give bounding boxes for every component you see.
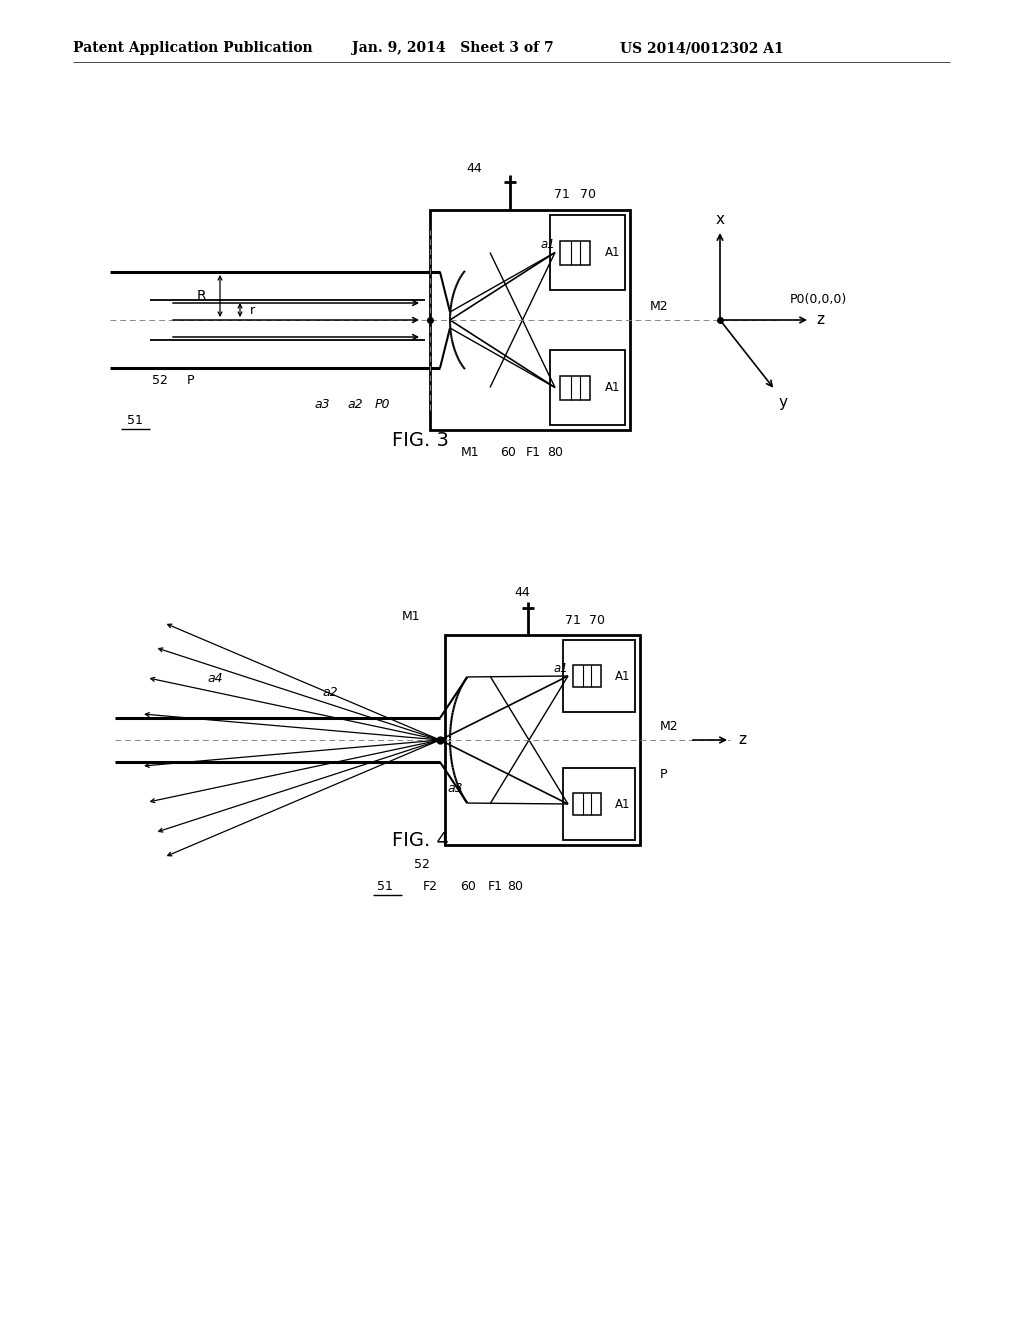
Text: Jan. 9, 2014   Sheet 3 of 7: Jan. 9, 2014 Sheet 3 of 7 [352,41,554,55]
Text: A1: A1 [605,246,621,259]
Text: 71: 71 [554,189,570,202]
Text: F2: F2 [423,880,437,894]
Text: 51: 51 [127,413,143,426]
Text: 52: 52 [414,858,430,871]
Text: a1: a1 [553,661,568,675]
Text: 60: 60 [460,880,476,894]
Bar [430,210,630,430]
Text: A1: A1 [615,669,631,682]
Text: A1: A1 [615,797,631,810]
Text: US 2014/0012302 A1: US 2014/0012302 A1 [620,41,783,55]
Text: M1: M1 [401,610,420,623]
Text: R: R [197,289,206,304]
Bar [550,215,625,290]
Text: FIG. 3: FIG. 3 [391,430,449,450]
Text: a2: a2 [347,399,362,412]
Text: a4: a4 [207,672,223,685]
Bar [563,640,635,711]
Text: FIG. 4: FIG. 4 [391,830,449,850]
Text: 44: 44 [515,586,530,599]
Text: a1: a1 [541,238,555,251]
Bar [573,665,601,686]
Text: F1: F1 [525,446,541,458]
Text: P: P [660,768,668,781]
Bar [445,635,640,845]
Text: M2: M2 [660,719,679,733]
Text: a3: a3 [314,399,330,412]
Text: 80: 80 [547,446,563,458]
Bar [573,793,601,814]
Text: P0: P0 [374,399,390,412]
Text: a2: a2 [323,685,338,698]
Text: x: x [716,213,725,227]
Text: Patent Application Publication: Patent Application Publication [73,41,312,55]
Text: M1: M1 [461,446,479,458]
Text: P: P [186,374,194,387]
Text: z: z [738,733,746,747]
Text: 80: 80 [507,880,523,894]
Text: 52: 52 [152,374,168,387]
Text: M2: M2 [650,300,669,313]
Text: 70: 70 [580,189,596,202]
Text: 51: 51 [377,880,393,894]
Text: 60: 60 [500,446,516,458]
Text: y: y [778,395,787,409]
Text: z: z [816,313,824,327]
Text: r: r [250,304,255,317]
Text: F1: F1 [487,880,503,894]
Text: 44: 44 [466,161,482,174]
Text: a3: a3 [447,781,463,795]
Text: 70: 70 [589,614,605,627]
Bar [560,240,590,264]
Text: 71: 71 [565,614,581,627]
Text: P0(0,0,0): P0(0,0,0) [790,293,847,306]
Text: A1: A1 [605,381,621,393]
Bar [563,768,635,840]
Bar [560,375,590,400]
Bar [550,350,625,425]
